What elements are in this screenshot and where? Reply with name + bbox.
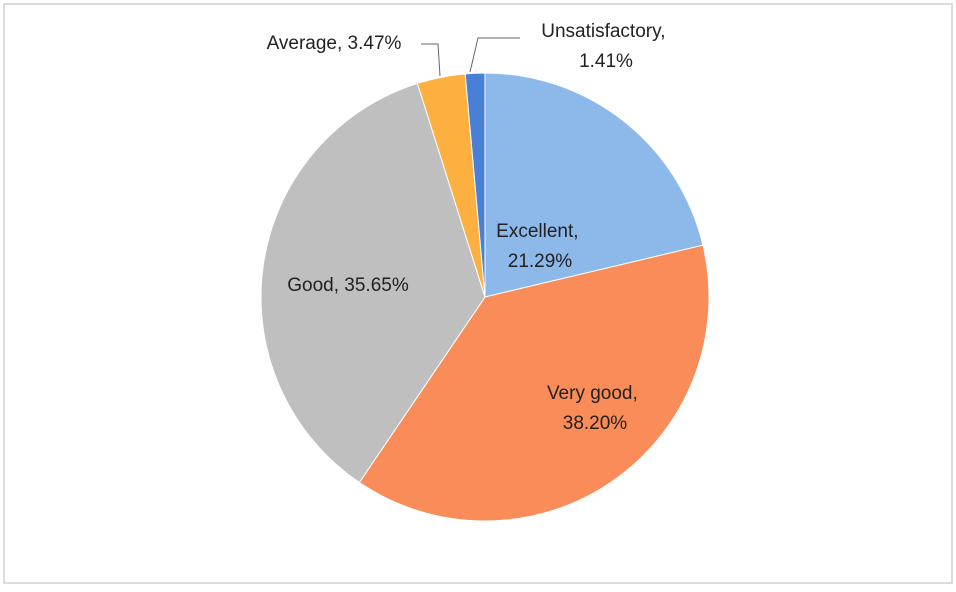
pie-slice [260, 82, 486, 484]
data-label-line: 38.20% [563, 413, 628, 434]
data-label-line: Very good, [547, 383, 643, 404]
data-label-line: Unsatisfactory, [541, 21, 671, 42]
data-label: Average, 3.47% [267, 33, 402, 54]
leader-line [469, 37, 520, 73]
data-label: Unsatisfactory, 1.41% [541, 21, 671, 72]
leader-line [421, 43, 441, 77]
data-label: Very good, 38.20% [547, 383, 643, 434]
pie-slice [484, 72, 704, 298]
data-label: Good, 35.65% [287, 275, 409, 296]
data-label-line: Excellent, [496, 221, 584, 242]
data-label: Excellent, 21.29% [496, 221, 584, 272]
pie-slice [464, 72, 486, 298]
pie-slice [358, 244, 710, 522]
data-label-line: 1.41% [579, 51, 633, 72]
data-label-line: 21.29% [508, 251, 573, 272]
